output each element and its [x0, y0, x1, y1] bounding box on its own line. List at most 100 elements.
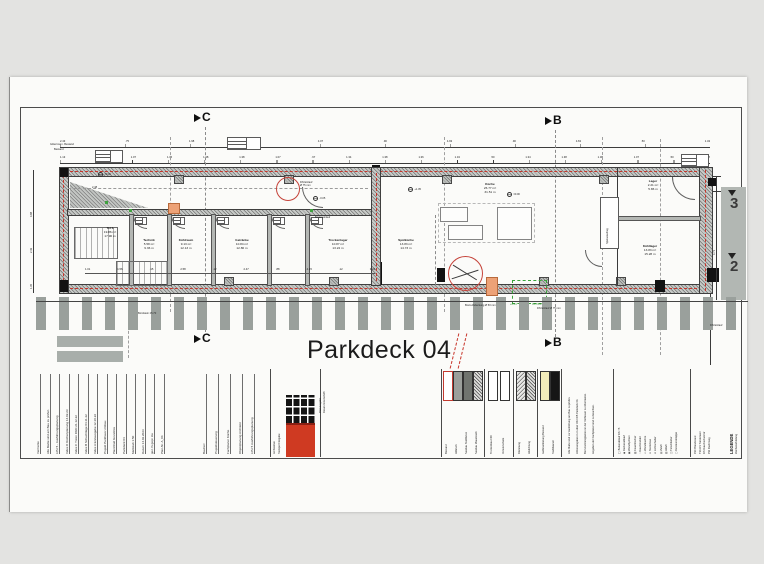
room-name: TH 3 [106, 226, 114, 230]
room-perimeter: 17.90 m [104, 234, 116, 239]
section-arrow-icon [194, 334, 201, 343]
level-icon [98, 172, 104, 178]
legend-entry: ▭ Wandleuchte [644, 435, 647, 454]
logo-side-text: Planausgabe [319, 397, 322, 413]
level-icon [507, 192, 513, 198]
room-tag [135, 217, 147, 225]
red-dashed-line-right [705, 170, 706, 291]
dim-value: .75 [125, 140, 129, 143]
room-name: Spülküche [398, 238, 414, 242]
section-arrow-icon [545, 338, 552, 347]
legend-entry: ◫ Türschließer [670, 436, 673, 454]
stair-dimension: 2.48 [92, 186, 98, 189]
logo-side-text: Stempel Freigabe [278, 433, 281, 454]
dim-value: 4.93 [446, 140, 453, 143]
dim-value-rotated: 1.35 [30, 283, 33, 289]
titleblock-line: Plan-Nr. A_04 [159, 374, 165, 454]
orange-element [486, 277, 498, 296]
dimension-line-inner [85, 273, 375, 274]
dim-value: 1.07 [633, 156, 640, 159]
wall-pilaster [329, 277, 339, 286]
titleblock-separator [484, 369, 485, 457]
wall-exterior-right [699, 167, 713, 294]
dim-value: 1.34 [454, 156, 460, 159]
room-perimeter: 15.28 m [644, 252, 656, 257]
legend-caption: Neubau Stahlbeton [465, 431, 468, 454]
titleblock-line: Maßstab 1:50 [131, 374, 137, 454]
dim-value: 1.34 [346, 156, 352, 159]
stair-flight [74, 227, 118, 259]
dim-value: .67 [311, 156, 316, 159]
legend-entry: ▢ Revisionsklappe [675, 431, 679, 454]
note-drain-bottom: DN Einlauf Ø 75 mm [537, 307, 561, 310]
room-area: 5.58 m² [143, 242, 155, 247]
wall-pilaster [174, 175, 184, 184]
titleblock-line: Objektplanung Architekt [238, 374, 244, 454]
section-line-b [555, 130, 556, 337]
level-mark: +1.05 [408, 187, 421, 193]
red-dashed-line-bottom [60, 288, 712, 289]
legend-caption: Abdichtung [528, 441, 531, 454]
door-schedule-tag [681, 154, 709, 167]
room-area: 26.77 m² [483, 186, 497, 191]
firm-logo-grid [286, 395, 315, 423]
dim-value: 1.07 [130, 156, 137, 159]
section-letter: C [202, 331, 211, 345]
note-bestand: Bestand [54, 148, 64, 151]
grid-band-right [721, 187, 746, 300]
room-perimeter: 12.86 m [236, 246, 248, 251]
wall-interior-horizontal [67, 209, 377, 216]
room-area: 10.84 m² [235, 242, 249, 247]
titleblock-separator [441, 369, 442, 457]
wall-room-divider [129, 214, 133, 286]
legend-entry: ◯ Bodenablauf DN 75 [618, 427, 621, 454]
section-arrow-icon [545, 116, 552, 125]
dim-value: 4.63 [575, 140, 582, 143]
legend-note: Alle Maße sind vor Ausführung am Bau zu … [568, 396, 571, 454]
dim-value-rotated: 2.43 [30, 247, 33, 253]
titleblock-line: Planinhalt Grundriss [112, 374, 118, 454]
dim-value: 1.07 [275, 156, 281, 159]
dim-value: 4.07 [317, 140, 324, 143]
dim-value: 1.38 [597, 156, 603, 159]
legend-swatch-bestand [443, 371, 453, 401]
wall-pilaster [616, 277, 626, 286]
section-line-c [205, 127, 206, 332]
legend-caption: Stahlbauteil [552, 440, 555, 454]
dim-value: 1.13 [60, 156, 66, 159]
legend-swatch-abbruch [453, 371, 463, 401]
wall-room-divider [211, 214, 215, 286]
legend-entry: RS Rauchschutztür [703, 431, 706, 454]
titleblock-line: Vermerke [36, 374, 42, 454]
firm-logo-red-block [286, 423, 315, 457]
dim-value: 1.01 [85, 268, 91, 271]
room-name: Kühllager [642, 244, 658, 248]
room-area: 13.83 m² [643, 248, 657, 253]
floor-drain-marker [310, 209, 313, 212]
dim-value: .15 [149, 268, 154, 271]
legend-entry: ⊘ Lichtschalter [654, 436, 658, 454]
legend-entry: ⊙ Steckdose [649, 438, 653, 454]
grid-triangle-icon [728, 190, 736, 196]
dim-value: 1.43 [704, 140, 710, 143]
dim-value: 1.98 [188, 140, 195, 143]
legend-swatch-abdichtung [526, 371, 536, 401]
room-name: Technik [143, 238, 155, 242]
wall-exterior-bottom [59, 284, 713, 294]
room-perimeter: 31.51 m [484, 190, 496, 195]
column [437, 268, 445, 282]
legend-caption: Neubau Mauerwerk [475, 431, 478, 454]
titleblock-line: gez. fs gepr. kw [150, 374, 156, 454]
dim-value: 4.15 [306, 268, 312, 271]
wall-exterior-left [59, 167, 69, 294]
room-perimeter: 5.86 m [648, 187, 658, 192]
room-label-getraenke: Getränke 10.84 m² 12.86 m [235, 238, 248, 250]
dim-value: .90 [383, 140, 387, 143]
wall-pilaster [442, 175, 452, 184]
titleblock-line: Index C Türen DGN 21.12.22 [74, 374, 80, 454]
kitchen-equipment [448, 225, 483, 240]
level-icon [408, 187, 414, 193]
room-perimeter: 14.73 m [400, 246, 412, 251]
legend-entry: T30-RS Türelement [698, 431, 702, 454]
dim-value: 2.47 [243, 268, 249, 271]
